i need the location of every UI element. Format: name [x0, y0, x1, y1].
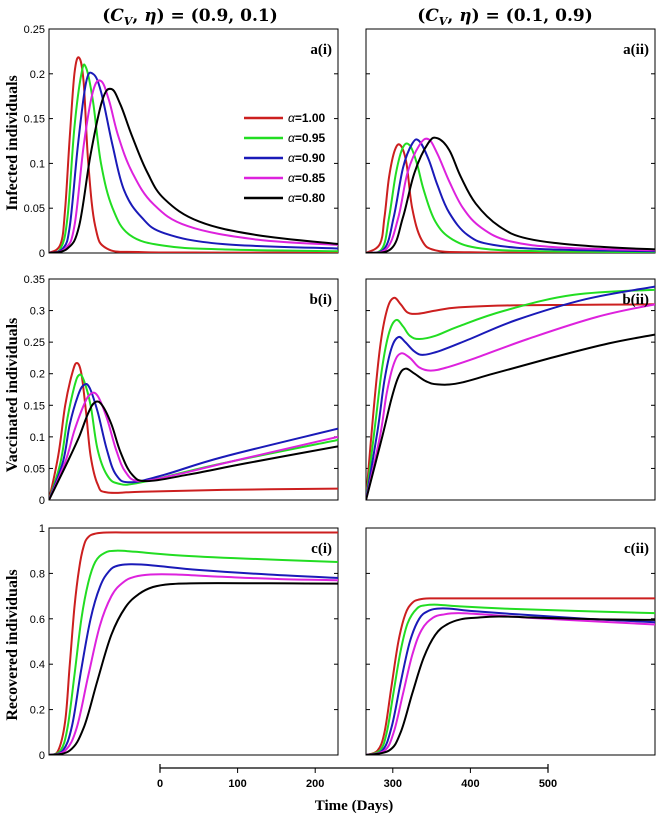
series-line-alpha-1.00: [366, 296, 655, 500]
panel-c(i): 0 0.2 0.4 0.6 0.8 1 c(i): [30, 523, 339, 762]
y-tick-label: 0.3: [30, 306, 45, 318]
y-tick-label: 0.35: [24, 274, 45, 286]
panels-group: 0 0.05 0.1 0.15 0.2 0.25 a(i) a(ii) 0 0.05 0.1 0.15…: [24, 24, 656, 762]
y-tick-label: 0.1: [30, 158, 45, 170]
time-tick-label: 200: [306, 778, 324, 790]
series-line-alpha-1.00: [366, 143, 655, 253]
panel-frame: [365, 28, 656, 254]
series-line-alpha-0.80: [49, 87, 338, 253]
series-line-alpha-0.80: [49, 582, 338, 755]
legend-label: α=0.80: [288, 191, 326, 205]
y-tick-label: 0.6: [30, 614, 45, 626]
y-tick-label: 0.15: [24, 400, 45, 412]
panel-b(ii): b(ii): [365, 278, 656, 501]
legend-label: α=0.95: [288, 131, 326, 145]
y-tick-label: 0.05: [24, 203, 45, 215]
series-line-alpha-0.80: [366, 615, 655, 755]
y-tick-label: 0.15: [24, 114, 45, 126]
series-line-alpha-0.80: [366, 136, 655, 253]
y-axis-label-vaccinated: Vaccinated individuals: [4, 318, 21, 473]
series-line-alpha-0.95: [49, 549, 338, 755]
series-line-alpha-0.90: [366, 138, 655, 253]
series-line-alpha-0.85: [366, 137, 655, 253]
panel-b(i): 0 0.05 0.1 0.15 0.2 0.25 0.3 0.35 b(i): [24, 274, 339, 507]
y-tick-label: 0.4: [30, 659, 45, 671]
y-tick-label: 1: [39, 523, 45, 535]
panel-a(ii): a(ii): [365, 28, 656, 254]
series-line-alpha-0.85: [366, 303, 655, 500]
legend-label: α=0.85: [288, 171, 326, 185]
y-tick-label: 0: [39, 750, 45, 762]
x-axis-label: Time (Days): [315, 798, 393, 814]
legend: α=1.00 α=0.95 α=0.90 α=0.85 α=0.80: [244, 111, 326, 205]
panel-a(i): 0 0.05 0.1 0.15 0.2 0.25 a(i): [24, 24, 339, 260]
series-line-alpha-0.95: [49, 63, 338, 253]
y-tick-label: 0.2: [30, 69, 45, 81]
series-line-alpha-0.80: [366, 333, 655, 500]
column-title-left: (CV, η) = (0.9, 0.1): [102, 6, 278, 28]
panel-label: c(ii): [624, 541, 649, 557]
series-line-alpha-0.90: [49, 382, 338, 500]
y-tick-label: 0.25: [24, 24, 45, 36]
panel-label: b(ii): [622, 292, 649, 308]
y-axis-label-recovered: Recovered individuals: [4, 569, 21, 720]
y-tick-label: 0.25: [24, 337, 45, 349]
legend-label: α=1.00: [288, 111, 326, 125]
series-line-alpha-1.00: [49, 531, 338, 755]
panel-frame: [48, 527, 339, 756]
series-line-alpha-0.85: [49, 573, 338, 755]
time-axis: 0 100 200 300 400 500: [157, 764, 557, 790]
series-line-alpha-0.90: [49, 563, 338, 755]
series-line-alpha-0.85: [49, 79, 338, 253]
series-line-alpha-0.95: [366, 288, 655, 500]
series-line-alpha-0.85: [49, 391, 338, 500]
legend-label: α=0.90: [288, 151, 326, 165]
y-tick-label: 0: [39, 248, 45, 260]
y-tick-label: 0.05: [24, 463, 45, 475]
column-title-right: (CV, η) = (0.1, 0.9): [417, 6, 593, 28]
y-tick-label: 0.1: [30, 432, 45, 444]
panel-frame: [365, 527, 656, 756]
y-tick-label: 0: [39, 495, 45, 507]
time-tick-label: 0: [157, 778, 163, 790]
series-line-alpha-0.90: [366, 607, 655, 755]
panel-label: a(i): [310, 42, 332, 58]
time-tick-label: 500: [539, 778, 557, 790]
series-line-alpha-0.80: [49, 400, 338, 500]
time-tick-label: 100: [228, 778, 246, 790]
panel-frame: [365, 278, 656, 501]
panel-c(ii): c(ii): [365, 527, 656, 756]
y-axis-label-infected: Infected individuals: [4, 75, 21, 211]
series-line-alpha-0.90: [366, 285, 655, 500]
time-tick-label: 400: [461, 778, 479, 790]
panel-frame: [48, 278, 339, 501]
panel-label: b(i): [310, 292, 333, 308]
panel-label: a(ii): [623, 42, 649, 58]
series-line-alpha-1.00: [366, 597, 655, 755]
panel-label: c(i): [311, 541, 332, 557]
time-tick-label: 300: [384, 778, 402, 790]
y-tick-label: 0.2: [30, 705, 45, 717]
series-line-alpha-0.90: [49, 71, 338, 253]
series-line-alpha-0.95: [366, 603, 655, 755]
y-tick-label: 0.8: [30, 568, 45, 580]
y-tick-label: 0.2: [30, 369, 45, 381]
